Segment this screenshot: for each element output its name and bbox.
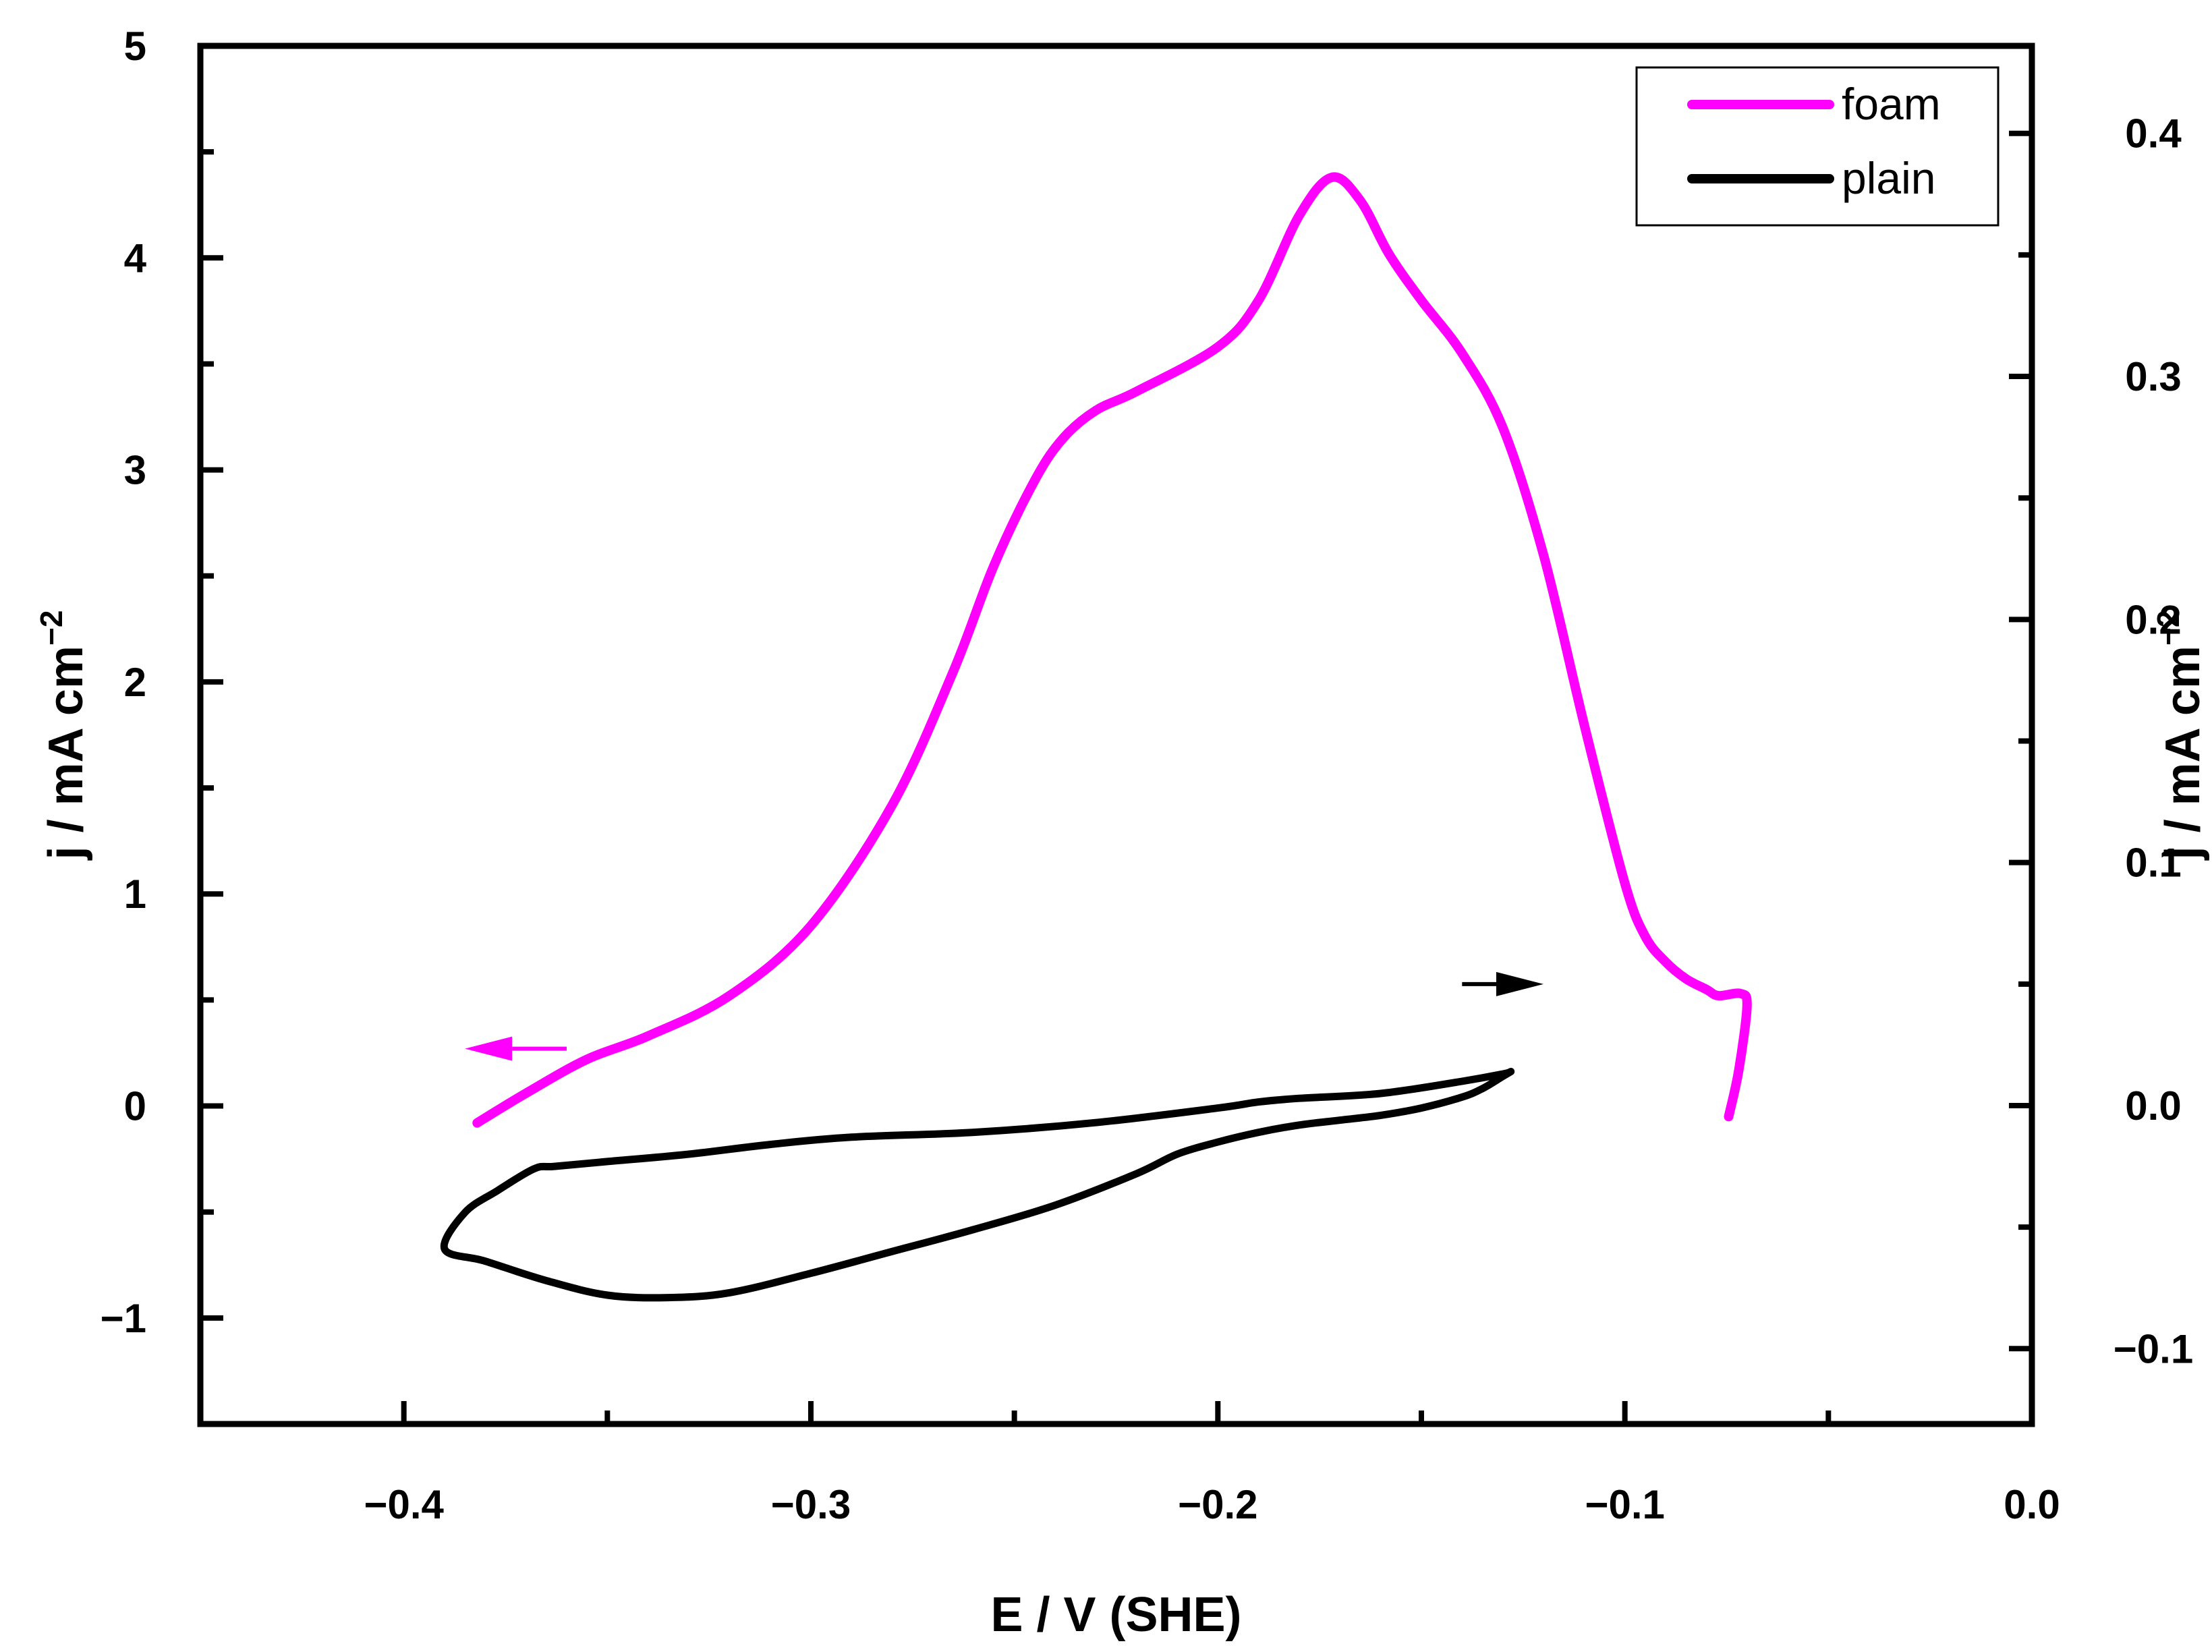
left-y-tick-label: 0 (124, 1084, 146, 1129)
left-y-axis-title-text: j / mA cm (39, 646, 93, 861)
direction-arrows (465, 971, 1543, 1061)
legend: foam plain (1635, 66, 2000, 227)
right-y-axis-title-superscript: −2 (2151, 610, 2186, 646)
right-y-tick-label: 0.4 (2125, 111, 2182, 156)
left-y-tick-label: 4 (124, 235, 147, 281)
right-y-tick-label: 0.2 (2125, 597, 2181, 642)
left-y-tick-label: 2 (124, 660, 146, 705)
x-tick-label: −0.1 (1585, 1482, 1664, 1527)
left-y-axis-title-superscript: −2 (34, 610, 69, 646)
x-tick-label: −0.4 (364, 1482, 444, 1527)
left-y-tick-label: −1 (101, 1296, 146, 1341)
x-axis-title: E / V (SHE) (990, 1588, 1241, 1642)
left-y-axis-ticks: −1 0 1 2 3 4 5 (101, 24, 223, 1341)
legend-label-foam: foam (1842, 79, 1941, 129)
left-y-tick-label: 1 (124, 872, 146, 917)
arrow-head-right (1496, 971, 1543, 996)
x-axis-ticks: −0.4 −0.3 −0.2 −0.1 0.0 (364, 1401, 2060, 1527)
left-y-tick-label: 3 (124, 448, 146, 493)
right-y-axis-title-text: j / mA cm (2156, 646, 2210, 861)
plot-frame (197, 42, 2035, 1427)
right-y-tick-label: −0.1 (2114, 1326, 2193, 1371)
right-y-tick-label: 0.3 (2125, 354, 2181, 399)
series-line-foam (472, 172, 1752, 1128)
right-y-axis-ticks: −0.1 0.0 0.1 0.2 0.3 0.4 (2009, 111, 2193, 1371)
legend-label-plain: plain (1842, 153, 1935, 203)
legend-box (1635, 66, 2000, 227)
x-tick-label: 0.0 (2004, 1482, 2060, 1527)
x-tick-label: −0.2 (1178, 1482, 1257, 1527)
series-group (440, 172, 1752, 1302)
left-y-tick-label: 5 (124, 24, 146, 69)
series-line-plain (440, 1068, 1515, 1302)
left-y-axis-title: j / mA cm−2 (34, 610, 93, 861)
x-tick-label: −0.3 (771, 1482, 851, 1527)
right-y-axis-title: j / mA cm−2 (2151, 610, 2210, 861)
right-y-tick-label: 0.0 (2125, 1083, 2181, 1129)
right-y-tick-label: 0.1 (2125, 841, 2181, 886)
arrow-head-left (465, 1036, 513, 1061)
